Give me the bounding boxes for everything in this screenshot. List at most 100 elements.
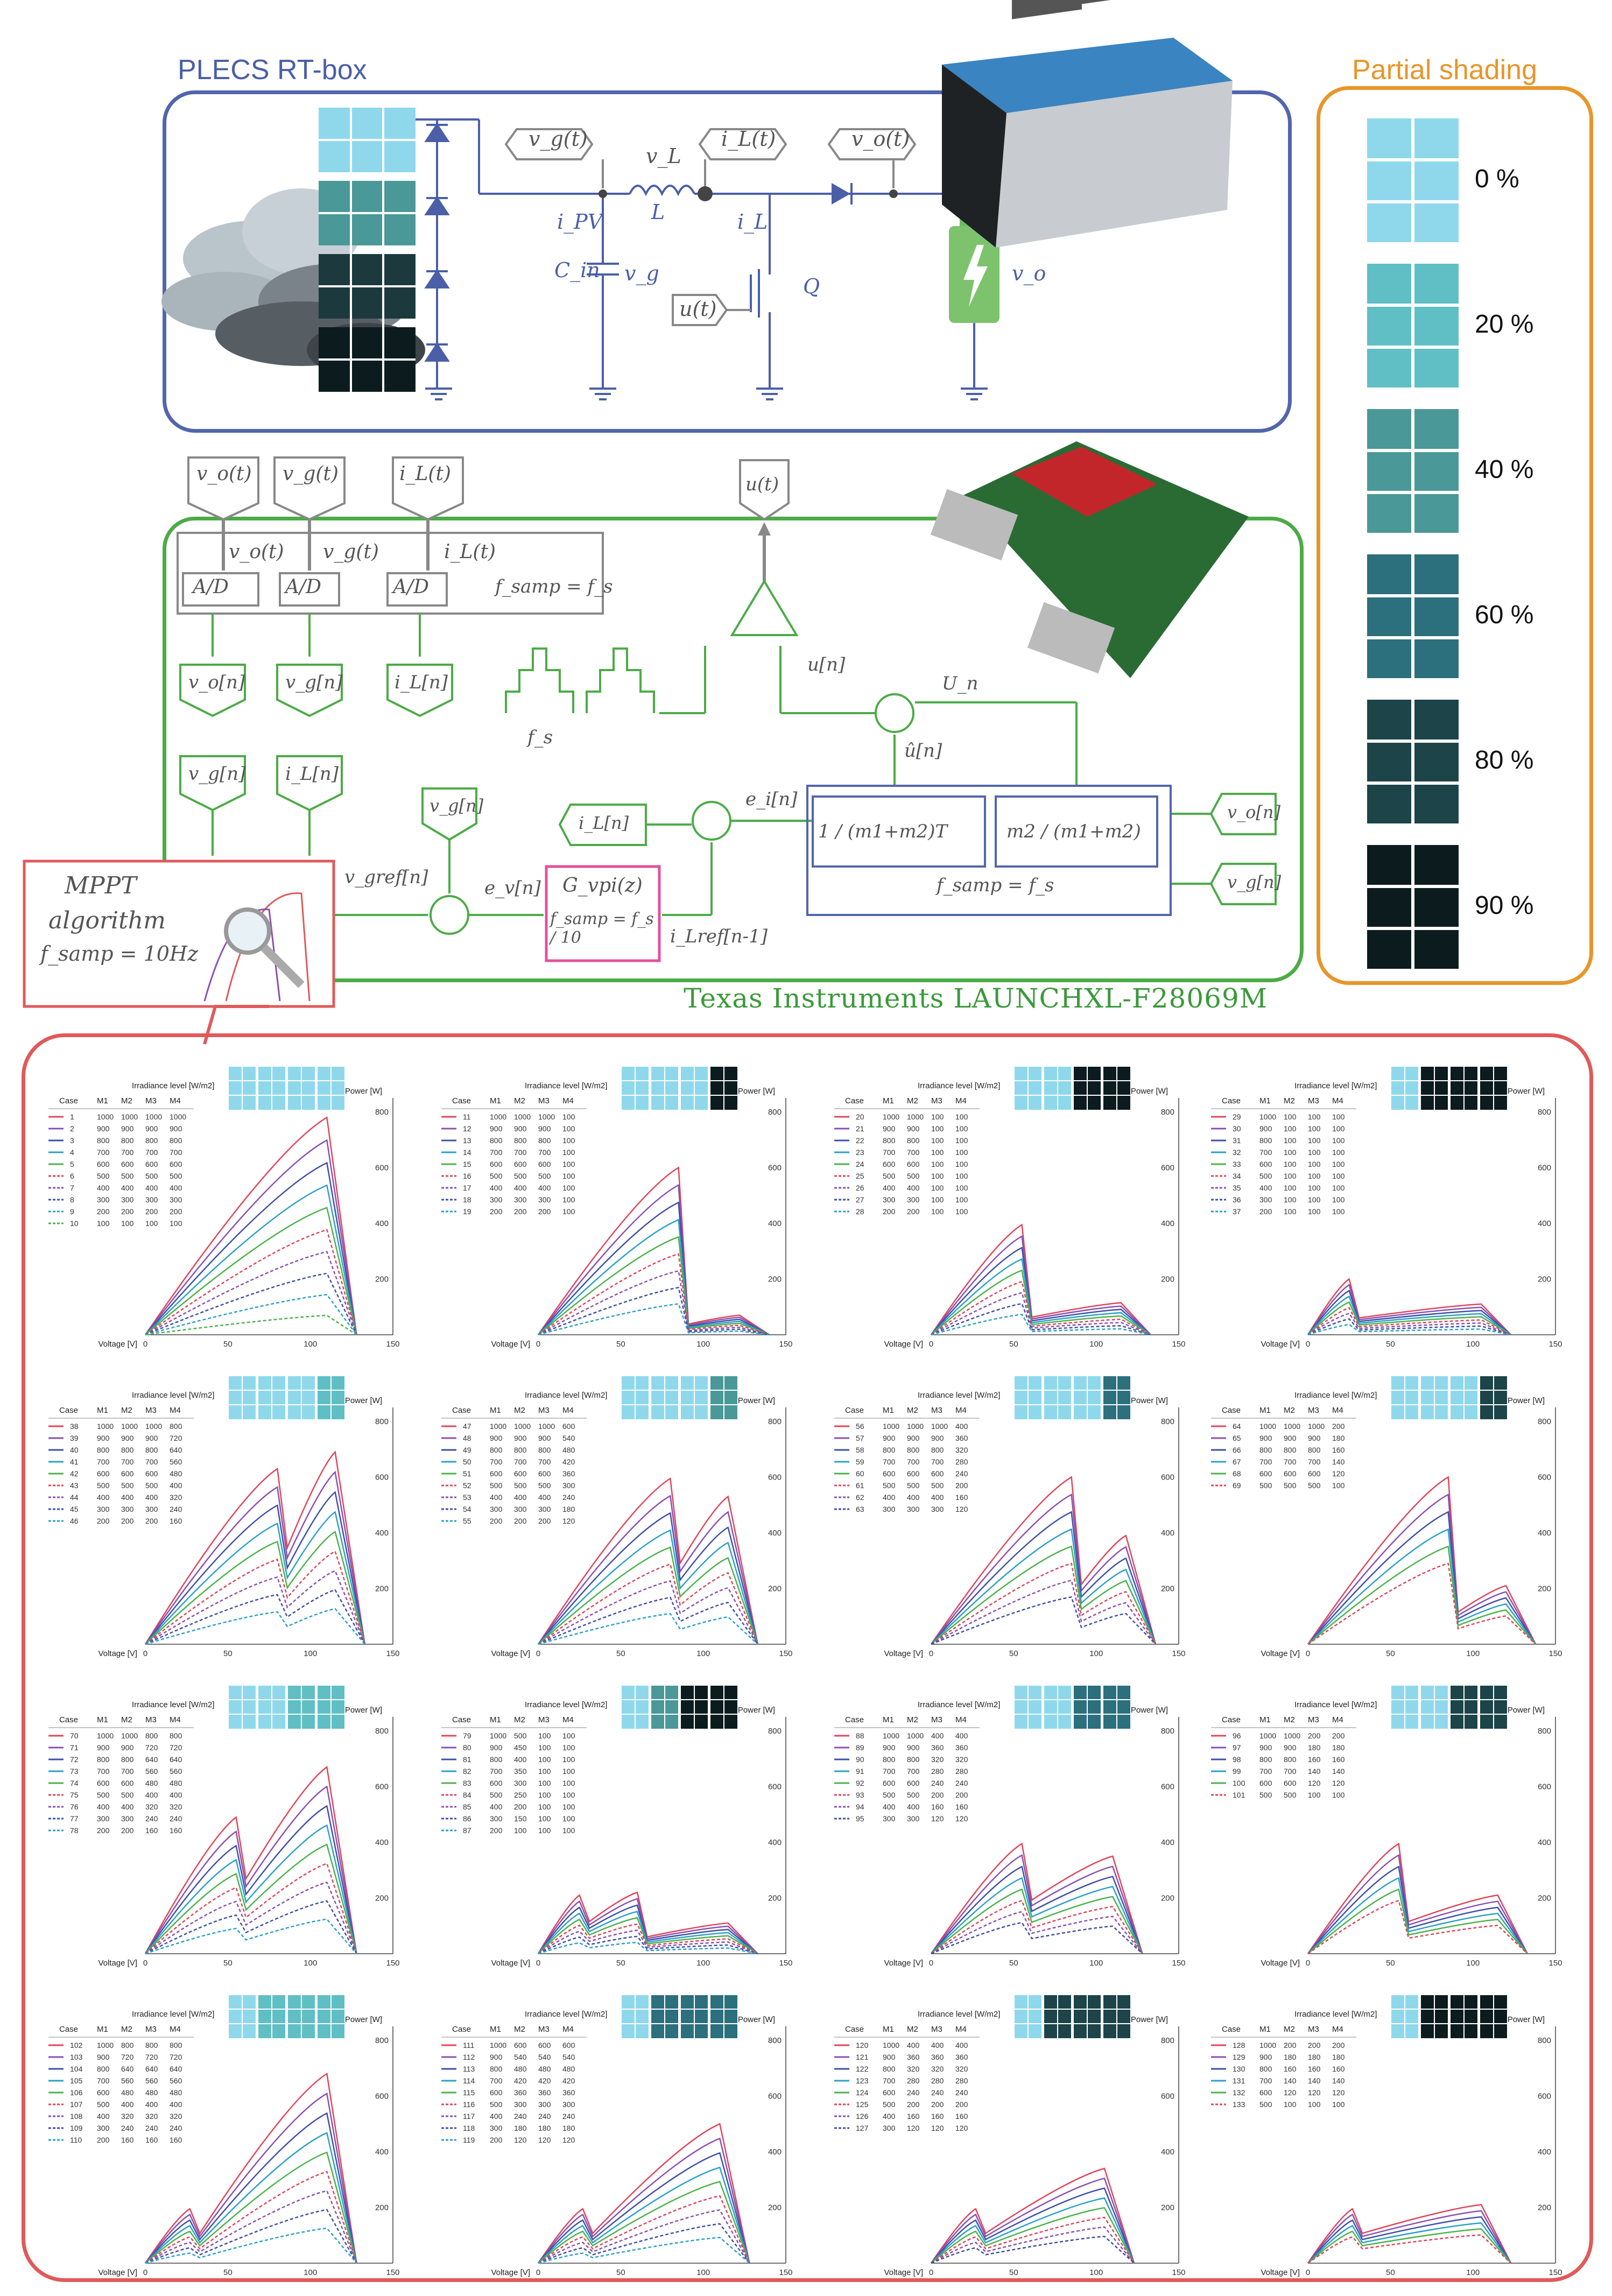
irradiance-header: Irradiance level [W/m2] [525,2010,607,2019]
table-cell: 70 [70,1731,79,1740]
table-column-header: M2 [514,1406,525,1415]
table-cell: 560 [170,1767,182,1776]
table-cell: 1000 [1284,1422,1300,1431]
irradiance-header: Irradiance level [W/m2] [1294,2010,1377,2019]
table-cell: 16 [463,1172,471,1180]
table-cell: 94 [856,1802,864,1811]
table-cell: 900 [121,1124,134,1133]
pv-curve [538,1219,770,1336]
table-cell: 100 [562,1755,575,1764]
table-cell: 140 [1284,2076,1297,2085]
x-tick-label: 0 [929,1649,933,1658]
table-cell: 300 [907,1505,920,1513]
y-tick-label: 400 [375,1529,389,1538]
x-tick-label: 100 [696,2268,710,2277]
table-column-header: M2 [907,1715,918,1724]
table-cell: 100 [1308,1207,1321,1216]
shading-frame [1317,86,1593,985]
x-tick-label: 50 [1009,1649,1018,1658]
table-cell: 40 [70,1446,79,1454]
irradiance-header: Irradiance level [W/m2] [132,2010,214,2019]
table-cell: 9 [70,1207,74,1216]
pv-curve [931,1528,1157,1645]
table-cell: 400 [955,1422,968,1431]
table-column-header: M4 [955,1715,967,1724]
table-cell: 300 [121,1505,134,1513]
table-cell: 500 [1259,1172,1272,1180]
pv-curve [1307,2222,1512,2264]
table-cell: 100 [562,1136,575,1145]
table-cell: 57 [856,1434,864,1442]
table-cell: 95 [856,1814,864,1823]
table-cell: 600 [514,1160,527,1168]
voltage-axis-label: Voltage [V] [491,2268,530,2277]
table-cell: 100 [1284,1195,1297,1204]
x-tick-label: 50 [223,1959,233,1968]
table-cell: 560 [170,2076,182,2085]
table-cell: 100 [562,1112,575,1121]
table-cell: 120 [538,2136,551,2144]
pv-curve [538,1529,759,1645]
table-cell: 300 [490,1814,503,1823]
pv-curve [537,1477,759,1645]
table-cell: 100 [931,1124,944,1133]
table-cell: 320 [955,1755,968,1764]
table-cell: 60 [856,1469,864,1478]
table-cell: 22 [856,1136,864,1145]
table-cell: 72 [70,1755,79,1764]
y-tick-label: 800 [1538,1727,1551,1736]
x-tick-label: 0 [1306,1649,1310,1658]
table-column-header: M1 [97,1096,108,1105]
table-cell: 1000 [538,1112,555,1121]
rtbox-label-L: L [651,200,665,224]
pv-curve [144,1766,357,1954]
pv-curve [145,1918,357,1955]
table-cell: 79 [463,1731,471,1740]
table-column-header: M2 [907,2025,918,2034]
shading-label: 40 % [1475,455,1534,484]
table-cell: 800 [1259,1446,1272,1454]
table-column-header: Case [59,1715,78,1724]
table-cell: 101 [1233,1791,1245,1799]
shading-label: 80 % [1475,746,1534,774]
pv-curve [538,1253,770,1336]
table-cell: 320 [170,1493,182,1502]
pv-curve [145,2190,357,2264]
table-cell: 100 [1332,1791,1345,1799]
table-cell: 800 [538,1136,551,1145]
pv-curve [145,2112,357,2264]
y-tick-label: 400 [1538,1219,1551,1228]
table-cell: 500 [514,1731,527,1740]
table-cell: 160 [1332,2065,1345,2073]
table-cell: 800 [121,1755,134,1764]
table-cell: 400 [97,1802,110,1811]
table-cell: 100 [1308,1136,1321,1145]
table-cell: 420 [514,2076,527,2085]
x-tick-label: 0 [143,1649,147,1658]
irradiance-header: Irradiance level [W/m2] [1294,1700,1377,1709]
pv-curve [538,1596,758,1645]
table-column-header: Case [845,1406,864,1415]
gvpi-block [545,865,661,962]
table-cell: 800 [170,1422,182,1431]
table-cell: 560 [170,1457,182,1466]
table-cell: 1000 [907,1731,924,1740]
table-column-header: Case [1222,1096,1241,1105]
table-cell: 700 [121,1148,134,1157]
table-cell: 900 [145,1434,158,1442]
table-cell: 77 [70,1814,79,1823]
pv-curve [145,1272,357,1336]
pv-curve [145,1251,357,1336]
table-cell: 100 [1332,1207,1345,1216]
table-cell: 120 [955,1505,968,1513]
table-cell: 100 [538,1791,551,1799]
power-axis-label: Power [W] [345,2015,382,2024]
case-panel: Irradiance level [W/m2] Case M1 M2 M3 M4 70 100… [48,1686,400,1968]
table-cell: 65 [1233,1434,1241,1442]
table-cell: 100 [1332,1195,1345,1204]
table-cell: 700 [121,1767,134,1776]
mppt-title: MPPT [65,872,137,899]
table-cell: 300 [170,1195,182,1204]
table-cell: 280 [955,2076,968,2085]
pv-curve [1307,1318,1511,1336]
